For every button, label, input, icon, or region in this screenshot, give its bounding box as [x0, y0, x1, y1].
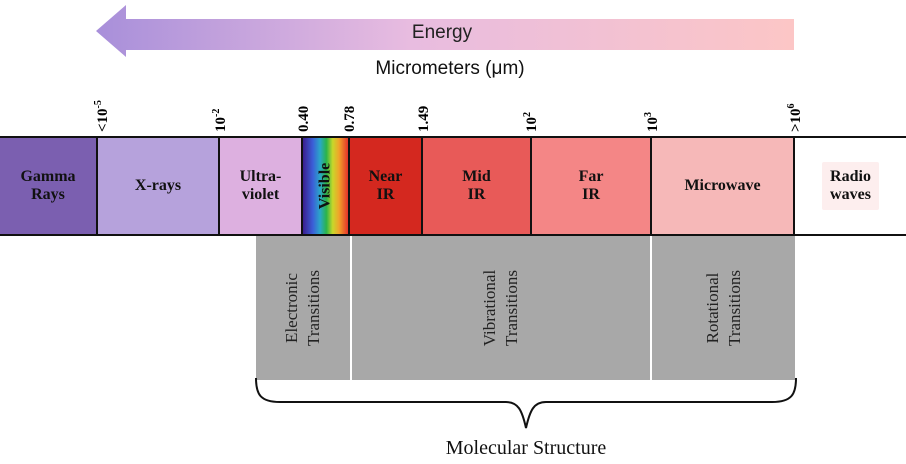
transition-rotational: Rotational Transitions [652, 236, 795, 380]
axis-title: Micrometers (μm) [375, 58, 525, 79]
band-microwave: Microwave [652, 138, 795, 234]
band-gamma-rays: Gamma Rays [0, 138, 98, 234]
band-far-ir: Far IR [532, 138, 652, 234]
curly-brace [255, 377, 797, 429]
transition-electronic: Electronic Transitions [256, 236, 350, 380]
tick-label: 102 [522, 112, 540, 132]
transition-vibrational: Vibrational Transitions [352, 236, 650, 380]
tick-label: 10-2 [211, 108, 229, 132]
energy-label: Energy [411, 22, 473, 43]
tick-label: 0.78 [342, 105, 358, 132]
band-ultraviolet: Ultra-violet [220, 138, 303, 234]
band-mid-ir: Mid IR [423, 138, 532, 234]
tick-label: <10-5 [93, 100, 111, 132]
band-visible: Visible [303, 138, 350, 234]
band-radio-waves: Radio waves [795, 138, 906, 234]
band-x-rays: X-rays [98, 138, 220, 234]
tick-label: 1.49 [416, 105, 432, 132]
tick-label: 0.40 [296, 105, 312, 132]
spectrum-bar [0, 136, 906, 236]
tick-label: 103 [643, 112, 661, 132]
energy-arrow [96, 5, 794, 57]
energy-arrow-shape [96, 5, 794, 57]
tick-label: >106 [786, 103, 804, 132]
brace-label: Molecular Structure [445, 437, 607, 459]
band-near-ir: Near IR [350, 138, 423, 234]
